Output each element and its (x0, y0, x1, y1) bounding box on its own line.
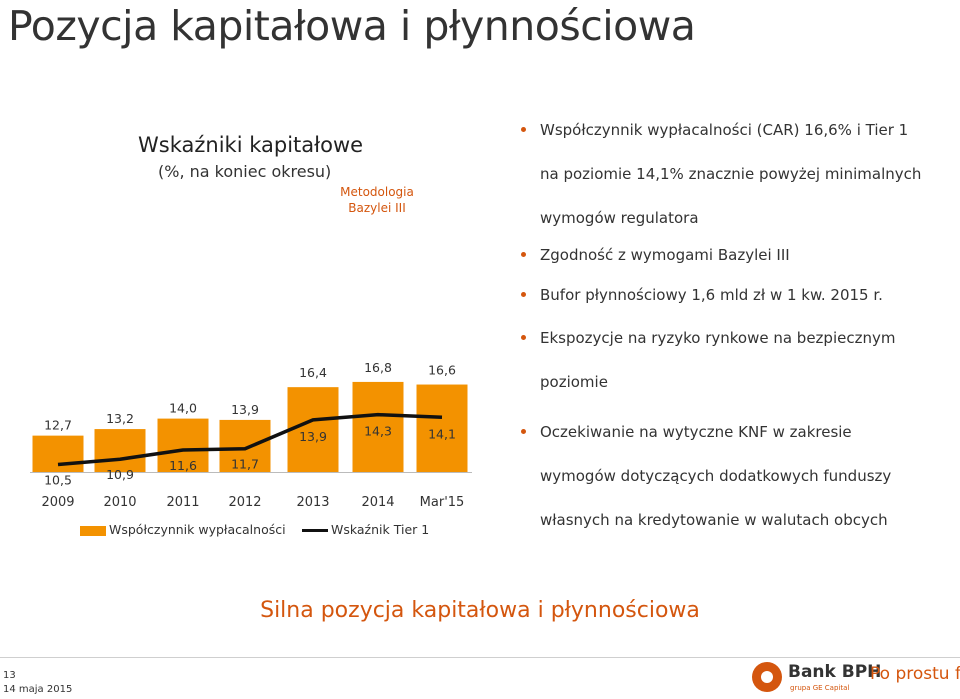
legend-label-bar: Współczynnik wypłacalności (109, 522, 286, 537)
bar-value-label: 13,2 (106, 411, 134, 426)
bar-value-label: 14,0 (169, 401, 197, 416)
page-number: 13 (3, 670, 16, 681)
bullet-item: Współczynnik wypłacalności (CAR) 16,6% i… (515, 108, 955, 240)
basel-note-line-1: Metodologia (340, 185, 414, 199)
legend-swatch-bar (80, 525, 106, 536)
chart-subtitle: (%, na koniec okresu) (158, 162, 332, 181)
bullet-list: Współczynnik wypłacalności (CAR) 16,6% i… (515, 108, 955, 548)
bank-logo-icon (752, 662, 782, 692)
line-value-label: 10,5 (44, 472, 72, 487)
bar-value-label: 16,4 (299, 365, 327, 380)
line-value-label: 11,7 (231, 457, 259, 472)
bar-value-label: 16,6 (428, 363, 456, 378)
line-value-label: 13,9 (299, 429, 327, 444)
x-tick-label: 2014 (361, 495, 394, 510)
x-tick-label: 2011 (166, 495, 199, 510)
line-value-label: 14,3 (364, 424, 392, 439)
bullet-line: Bufor płynnościowy 1,6 mld zł w 1 kw. 20… (540, 286, 883, 304)
footer-divider (0, 657, 960, 658)
x-tick-label: 2012 (228, 495, 261, 510)
logo-group-name: grupa GE Capital (790, 684, 850, 692)
bullet-dot-icon (521, 252, 526, 257)
bullet-line: wymogów dotyczących dodatkowych funduszy (540, 467, 892, 485)
line-value-label: 10,9 (106, 467, 134, 482)
chart-bar (219, 419, 271, 472)
bullet-line: na poziomie 14,1% znacznie powyżej minim… (540, 165, 922, 183)
bullet-line: Współczynnik wypłacalności (CAR) 16,6% i… (540, 121, 909, 139)
line-value-label: 11,6 (169, 458, 197, 473)
legend-label-line: Wskaźnik Tier 1 (331, 522, 430, 537)
chart-bar (94, 429, 146, 472)
bank-logo: Bank BPH grupa GE Capital Po prostu fair (752, 660, 960, 696)
tier1-line (57, 412, 443, 467)
x-tick-label: 2013 (296, 495, 329, 510)
tagline: Silna pozycja kapitałowa i płynnościowa (260, 598, 700, 623)
bullet-item: Oczekiwanie na wytyczne KNF w zakresie w… (515, 410, 955, 542)
legend-swatch-line (302, 529, 328, 532)
bullet-line: poziomie (540, 373, 608, 391)
bar-value-label: 16,8 (364, 360, 392, 375)
bullet-dot-icon (521, 127, 526, 132)
capital-ratios-chart: 12,7 13,2 14,0 13,9 16,4 16,8 16,6 10,5 10,9 11,6… (30, 360, 472, 510)
bullet-dot-icon (521, 429, 526, 434)
bar-value-label: 12,7 (44, 418, 72, 433)
chart-bar (157, 418, 209, 472)
footer-date: 14 maja 2015 (3, 684, 73, 695)
bullet-dot-icon (521, 292, 526, 297)
logo-slogan: Po prostu fair (870, 664, 960, 684)
chart-bar (32, 435, 84, 472)
chart-title: Wskaźniki kapitałowe (138, 133, 364, 157)
chart-bar (287, 387, 339, 472)
basel-note: Metodologia Bazylei III (322, 184, 432, 216)
x-tick-label: 2009 (41, 495, 74, 510)
x-tick-label: Mar'15 (420, 495, 465, 510)
bullet-line: własnych na kredytowanie w walutach obcy… (540, 511, 888, 529)
basel-note-line-2: Bazylei III (348, 201, 406, 215)
bullet-line: Oczekiwanie na wytyczne KNF w zakresie (540, 423, 852, 441)
bullet-line: Zgodność z wymogami Bazylei III (540, 246, 790, 264)
bullet-item: Bufor płynnościowy 1,6 mld zł w 1 kw. 20… (515, 284, 955, 306)
bar-value-label: 13,9 (231, 402, 259, 417)
legend-item-line: Wskaźnik Tier 1 (302, 522, 429, 537)
bullet-line: Ekspozycje na ryzyko rynkowe na bezpiecz… (540, 329, 896, 347)
chart-bar (416, 384, 468, 472)
slide-title: Pozycja kapitałowa i płynnościowa (8, 2, 696, 50)
x-tick-label: 2010 (103, 495, 136, 510)
line-value-label: 14,1 (428, 426, 456, 441)
legend-item-bar: Współczynnik wypłacalności (80, 522, 286, 537)
chart-bar (352, 381, 404, 472)
bullet-item: Ekspozycje na ryzyko rynkowe na bezpiecz… (515, 316, 955, 404)
bullet-line: wymogów regulatora (540, 209, 699, 227)
logo-bank-name: Bank BPH (788, 662, 882, 682)
bullet-dot-icon (521, 335, 526, 340)
bullet-item: Zgodność z wymogami Bazylei III (515, 244, 955, 266)
